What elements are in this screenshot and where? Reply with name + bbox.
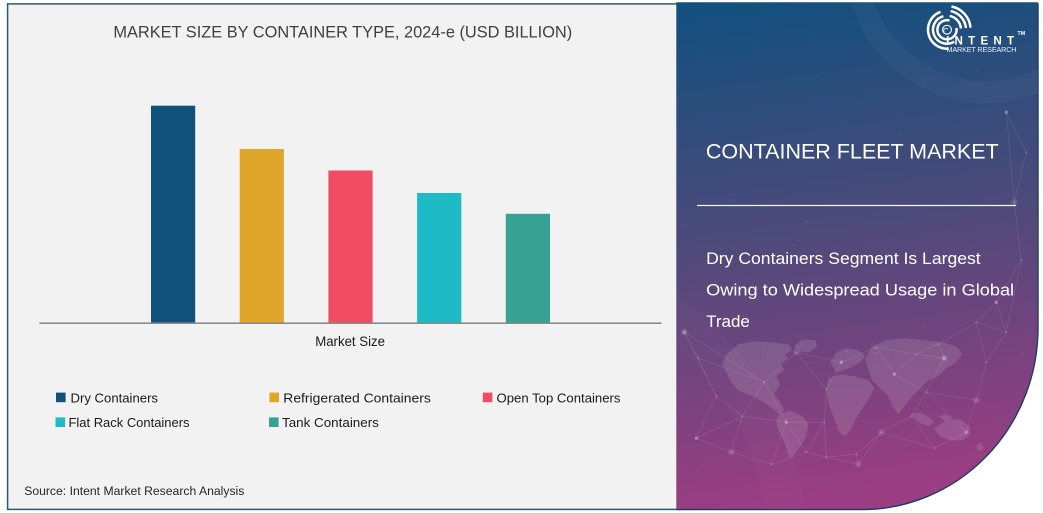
svg-text:Refrigerated Containers: Refrigerated Containers bbox=[283, 390, 431, 405]
svg-text:MARKET RESEARCH: MARKET RESEARCH bbox=[947, 45, 1017, 54]
svg-text:Owing to Widespread Usage in G: Owing to Widespread Usage in Global bbox=[706, 280, 1014, 299]
svg-text:Source: Intent Market Research: Source: Intent Market Research Analysis bbox=[24, 484, 244, 498]
svg-text:Dry Containers Segment Is Larg: Dry Containers Segment Is Largest bbox=[706, 249, 981, 268]
svg-text:CONTAINER FLEET MARKET: CONTAINER FLEET MARKET bbox=[706, 139, 999, 163]
svg-text:Market Size: Market Size bbox=[315, 334, 385, 349]
svg-text:MARKET SIZE BY CONTAINER TYPE,: MARKET SIZE BY CONTAINER TYPE, 2024-e (U… bbox=[113, 22, 572, 41]
svg-text:Flat Rack Containers: Flat Rack Containers bbox=[69, 415, 190, 430]
svg-text:Dry Containers: Dry Containers bbox=[71, 390, 159, 405]
svg-text:Trade: Trade bbox=[706, 312, 750, 331]
svg-text:TM: TM bbox=[1018, 31, 1026, 37]
svg-text:Open Top Containers: Open Top Containers bbox=[497, 390, 621, 405]
svg-text:Tank Containers: Tank Containers bbox=[282, 415, 379, 430]
